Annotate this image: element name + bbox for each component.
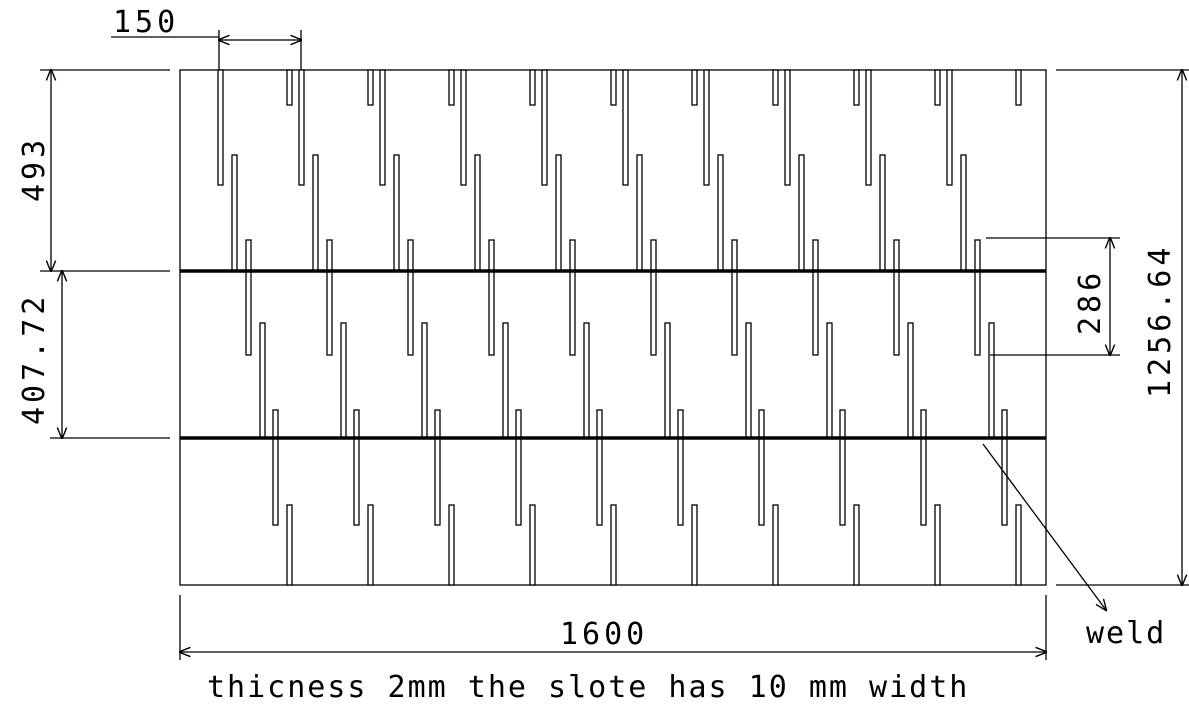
- slot-interior: [840, 410, 845, 525]
- slot-top-long: [623, 70, 628, 185]
- slot-interior: [503, 323, 508, 438]
- slot-interior: [516, 410, 521, 525]
- slot-interior: [665, 323, 670, 438]
- slot-interior: [813, 240, 818, 355]
- slot-top-short: [935, 70, 940, 105]
- slot-interior: [273, 410, 278, 525]
- slot-interior: [354, 410, 359, 525]
- slot-top-short: [854, 70, 859, 105]
- slot-interior: [908, 323, 913, 438]
- pitch-dimension: 150: [111, 5, 301, 70]
- total-width-label: 1600: [560, 617, 648, 652]
- slot-top-long: [542, 70, 547, 185]
- slot-interior: [341, 323, 346, 438]
- slot-top-short: [368, 70, 373, 105]
- weld-label: weld: [1086, 616, 1166, 651]
- slot-bottom: [773, 505, 778, 585]
- slot-top-long: [866, 70, 871, 185]
- slot-interior: [260, 323, 265, 438]
- slot-interior: [759, 410, 764, 525]
- slot-top-long: [218, 70, 223, 185]
- slot-interior: [746, 323, 751, 438]
- slot-bottom: [935, 505, 940, 585]
- middle-band-label: 407.72: [17, 293, 52, 425]
- slot-interior: [651, 240, 656, 355]
- slot-interior: [475, 155, 480, 271]
- left-dimensions: 493 407.72: [17, 70, 170, 438]
- slot-top-long: [704, 70, 709, 185]
- slot-interior: [570, 240, 575, 355]
- slot-interior: [246, 240, 251, 355]
- slot-interior: [894, 240, 899, 355]
- slot-bottom: [854, 505, 859, 585]
- weld-leader: weld: [983, 444, 1166, 651]
- slot-bottom: [287, 505, 292, 585]
- slot-interior: [989, 323, 994, 438]
- slot-interior: [880, 155, 885, 271]
- slot-bottom: [1016, 505, 1021, 585]
- slot-bottom: [449, 505, 454, 585]
- slot-bottom: [530, 505, 535, 585]
- slot-top-short: [1016, 70, 1021, 105]
- slot-top-long: [947, 70, 952, 185]
- slot-interior: [678, 410, 683, 525]
- slot-interior: [961, 155, 966, 271]
- slot-interior: [489, 240, 494, 355]
- slot-interior: [921, 410, 926, 525]
- slot-interior: [799, 155, 804, 271]
- slot-top-short: [692, 70, 697, 105]
- slot-top-short: [530, 70, 535, 105]
- slot-interior: [435, 410, 440, 525]
- slot-bottom: [611, 505, 616, 585]
- slot-interior: [556, 155, 561, 271]
- slot-interior: [597, 410, 602, 525]
- slot-top-short: [773, 70, 778, 105]
- top-band-label: 493: [17, 136, 52, 202]
- slot-interior: [408, 240, 413, 355]
- slot-interior: [1002, 410, 1007, 525]
- width-dimension: 1600: [180, 595, 1046, 660]
- slot-bottom: [368, 505, 373, 585]
- slot-pattern: [218, 70, 1021, 585]
- slot-interior: [327, 240, 332, 355]
- slot-interior: [584, 323, 589, 438]
- slot-top-long: [299, 70, 304, 185]
- slot-interior: [422, 323, 427, 438]
- pitch-label: 150: [113, 5, 179, 40]
- total-height-label: 1256.64: [1143, 244, 1178, 398]
- material-note: thicness 2mm the slote has 10 mm width: [207, 670, 969, 705]
- slot-overlap-label: 286: [1073, 269, 1108, 335]
- slot-top-long: [461, 70, 466, 185]
- slot-interior: [975, 240, 980, 355]
- slot-interior: [718, 155, 723, 271]
- slot-top-short: [287, 70, 292, 105]
- slot-interior: [313, 155, 318, 271]
- slot-interior: [827, 323, 832, 438]
- slot-top-long: [785, 70, 790, 185]
- slot-top-short: [449, 70, 454, 105]
- slot-top-long: [380, 70, 385, 185]
- slot-interior: [637, 155, 642, 271]
- slot-interior: [232, 155, 237, 271]
- slot-bottom: [692, 505, 697, 585]
- slot-interior: [732, 240, 737, 355]
- slot-top-short: [611, 70, 616, 105]
- slot-interior: [394, 155, 399, 271]
